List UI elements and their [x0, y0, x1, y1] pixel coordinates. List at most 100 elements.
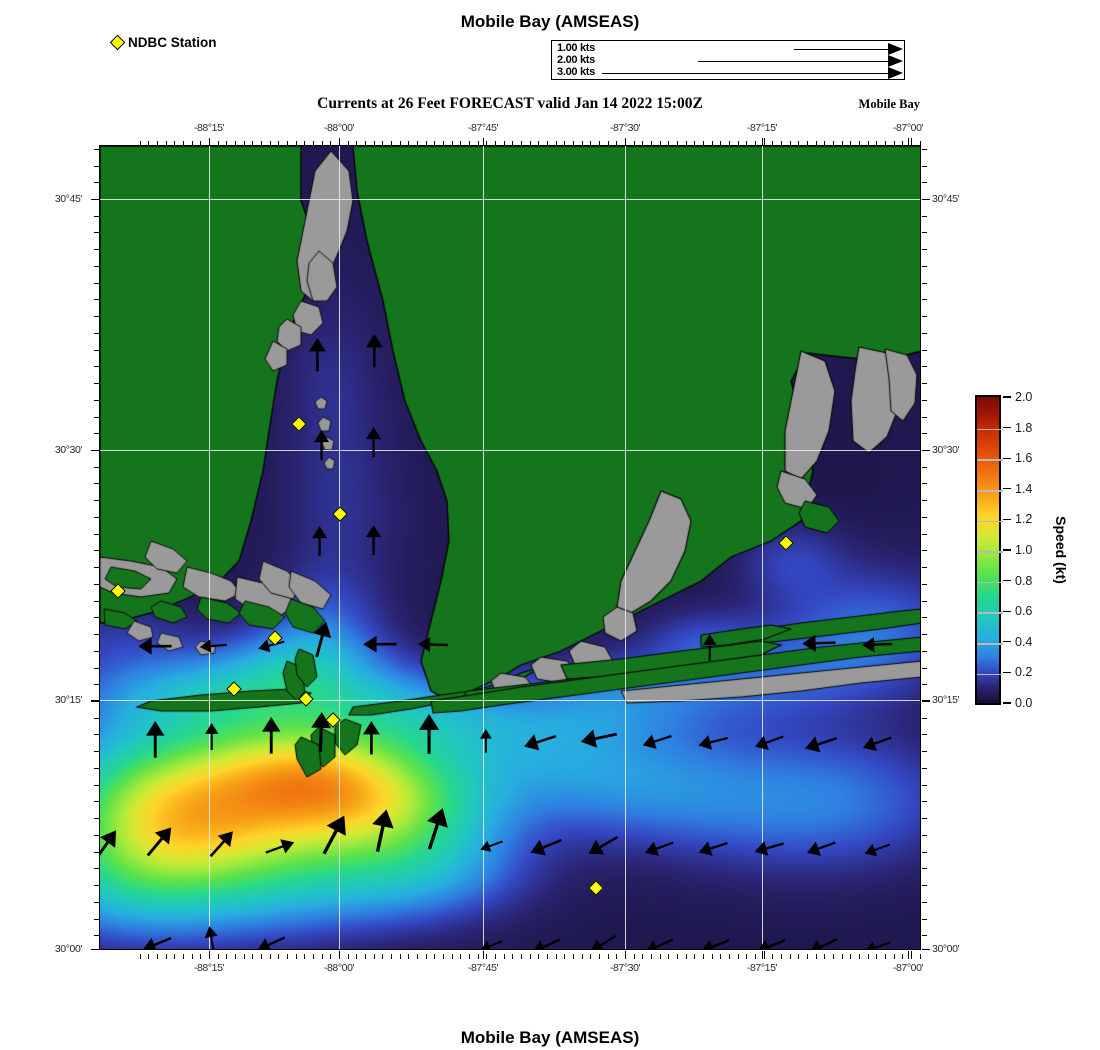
- axis-minor-tick: [694, 141, 696, 146]
- axis-minor-tick: [922, 634, 927, 636]
- axis-major-tick: [922, 700, 930, 701]
- axis-minor-tick: [365, 954, 366, 959]
- axis-minor-tick: [798, 141, 800, 146]
- axis-minor-tick: [922, 600, 927, 602]
- map-plot-area[interactable]: [99, 145, 921, 950]
- gridline-horizontal: [100, 449, 920, 451]
- axis-major-tick: [625, 138, 626, 146]
- current-vector-arrow: [313, 429, 330, 461]
- axis-minor-tick: [200, 141, 202, 146]
- axis-minor-tick: [94, 600, 99, 602]
- axis-minor-tick: [139, 141, 141, 146]
- axis-minor-tick: [922, 533, 927, 535]
- axis-minor-tick: [922, 918, 927, 920]
- axis-minor-tick: [269, 141, 271, 146]
- axis-top-labels: -88°15' -88°00' -87°45' -87°30' -87°15' -87°0…: [99, 122, 924, 136]
- ndbc-station-legend: NDBC Station: [109, 34, 217, 51]
- axis-minor-tick: [824, 141, 826, 146]
- axis-minor-tick: [287, 141, 288, 146]
- axis-minor-tick: [798, 954, 800, 959]
- axis-minor-tick: [538, 954, 540, 959]
- colorbar-tick: [1003, 426, 1011, 429]
- axis-minor-tick: [417, 954, 418, 959]
- axis-minor-tick: [94, 634, 99, 636]
- axis-minor-tick: [789, 141, 791, 146]
- axis-minor-tick: [94, 349, 99, 351]
- colorbar-band-separator: [977, 428, 1003, 431]
- axis-minor-tick: [94, 751, 99, 753]
- colorbar-tick: [1003, 641, 1011, 643]
- axis-minor-tick: [922, 148, 927, 150]
- colorbar-gradient: [977, 397, 999, 703]
- axis-minor-tick: [922, 851, 927, 853]
- axis-x-tick-label: -87°30': [609, 122, 641, 134]
- axis-minor-tick: [529, 954, 531, 959]
- colorbar-tick: [1003, 579, 1011, 582]
- current-vector-arrow: [644, 841, 674, 856]
- axis-minor-tick: [217, 954, 219, 959]
- current-vector-arrow: [479, 729, 492, 753]
- axis-x-tick-label: -87°00': [892, 962, 924, 974]
- axis-minor-tick: [269, 954, 271, 959]
- axis-major-tick: [91, 199, 99, 200]
- axis-minor-tick: [529, 141, 531, 146]
- axis-minor-tick: [94, 767, 99, 769]
- axis-minor-tick: [922, 466, 927, 468]
- axis-minor-tick: [477, 141, 479, 146]
- colorbar-band-separator: [977, 643, 1003, 645]
- axis-major-tick: [908, 951, 909, 959]
- axis-minor-tick: [94, 165, 99, 167]
- axis-minor-tick: [729, 954, 730, 959]
- axis-minor-tick: [922, 299, 927, 301]
- current-vector-arrow: [864, 941, 891, 949]
- axis-minor-tick: [443, 141, 444, 146]
- axis-major-tick: [911, 951, 912, 959]
- axis-minor-tick: [373, 141, 375, 146]
- axis-minor-tick: [659, 954, 661, 959]
- axis-minor-tick: [668, 954, 670, 959]
- axis-minor-tick: [922, 282, 927, 284]
- axis-minor-tick: [157, 141, 158, 146]
- axis-minor-tick: [94, 935, 99, 937]
- axis-minor-tick: [922, 316, 927, 318]
- axis-minor-tick: [94, 717, 99, 719]
- axis-minor-tick: [399, 141, 401, 146]
- axis-minor-tick: [919, 954, 921, 959]
- vector-key-shaft: [794, 49, 890, 50]
- axis-x-tick-label: -87°30': [609, 962, 641, 974]
- axis-x-tick-label: -87°45': [467, 122, 499, 134]
- colorbar-tick: [1003, 396, 1011, 398]
- colorbar-tick: [1003, 671, 1011, 674]
- axis-minor-tick: [720, 954, 722, 959]
- current-vector-arrow: [524, 734, 557, 751]
- axis-minor-tick: [616, 141, 618, 146]
- axis-minor-tick: [746, 954, 748, 959]
- colorbar-tick-label: 2.0: [1015, 390, 1033, 404]
- axis-minor-tick: [633, 954, 635, 959]
- axis-minor-tick: [668, 141, 670, 146]
- region-label: Mobile Bay: [858, 97, 920, 111]
- axis-minor-tick: [486, 141, 488, 146]
- axis-minor-tick: [148, 141, 150, 146]
- axis-minor-tick: [94, 650, 99, 652]
- axis-minor-tick: [235, 141, 236, 146]
- axis-minor-tick: [694, 954, 696, 959]
- current-vector-arrow: [262, 716, 281, 754]
- axis-minor-tick: [729, 141, 730, 146]
- axis-minor-tick: [922, 717, 927, 719]
- axis-minor-tick: [703, 141, 704, 146]
- axis-minor-tick: [564, 954, 566, 959]
- axis-minor-tick: [157, 954, 158, 959]
- page-title: Mobile Bay (AMSEAS): [460, 12, 640, 31]
- axis-minor-tick: [737, 141, 739, 146]
- axis-minor-tick: [304, 141, 306, 146]
- axis-minor-tick: [94, 366, 99, 368]
- axis-minor-tick: [581, 141, 583, 146]
- axis-minor-tick: [399, 954, 401, 959]
- axis-minor-tick: [165, 954, 167, 959]
- axis-minor-tick: [573, 141, 574, 146]
- axis-minor-tick: [815, 141, 817, 146]
- axis-major-tick: [625, 951, 626, 959]
- axis-minor-tick: [304, 954, 306, 959]
- axis-minor-tick: [922, 751, 927, 753]
